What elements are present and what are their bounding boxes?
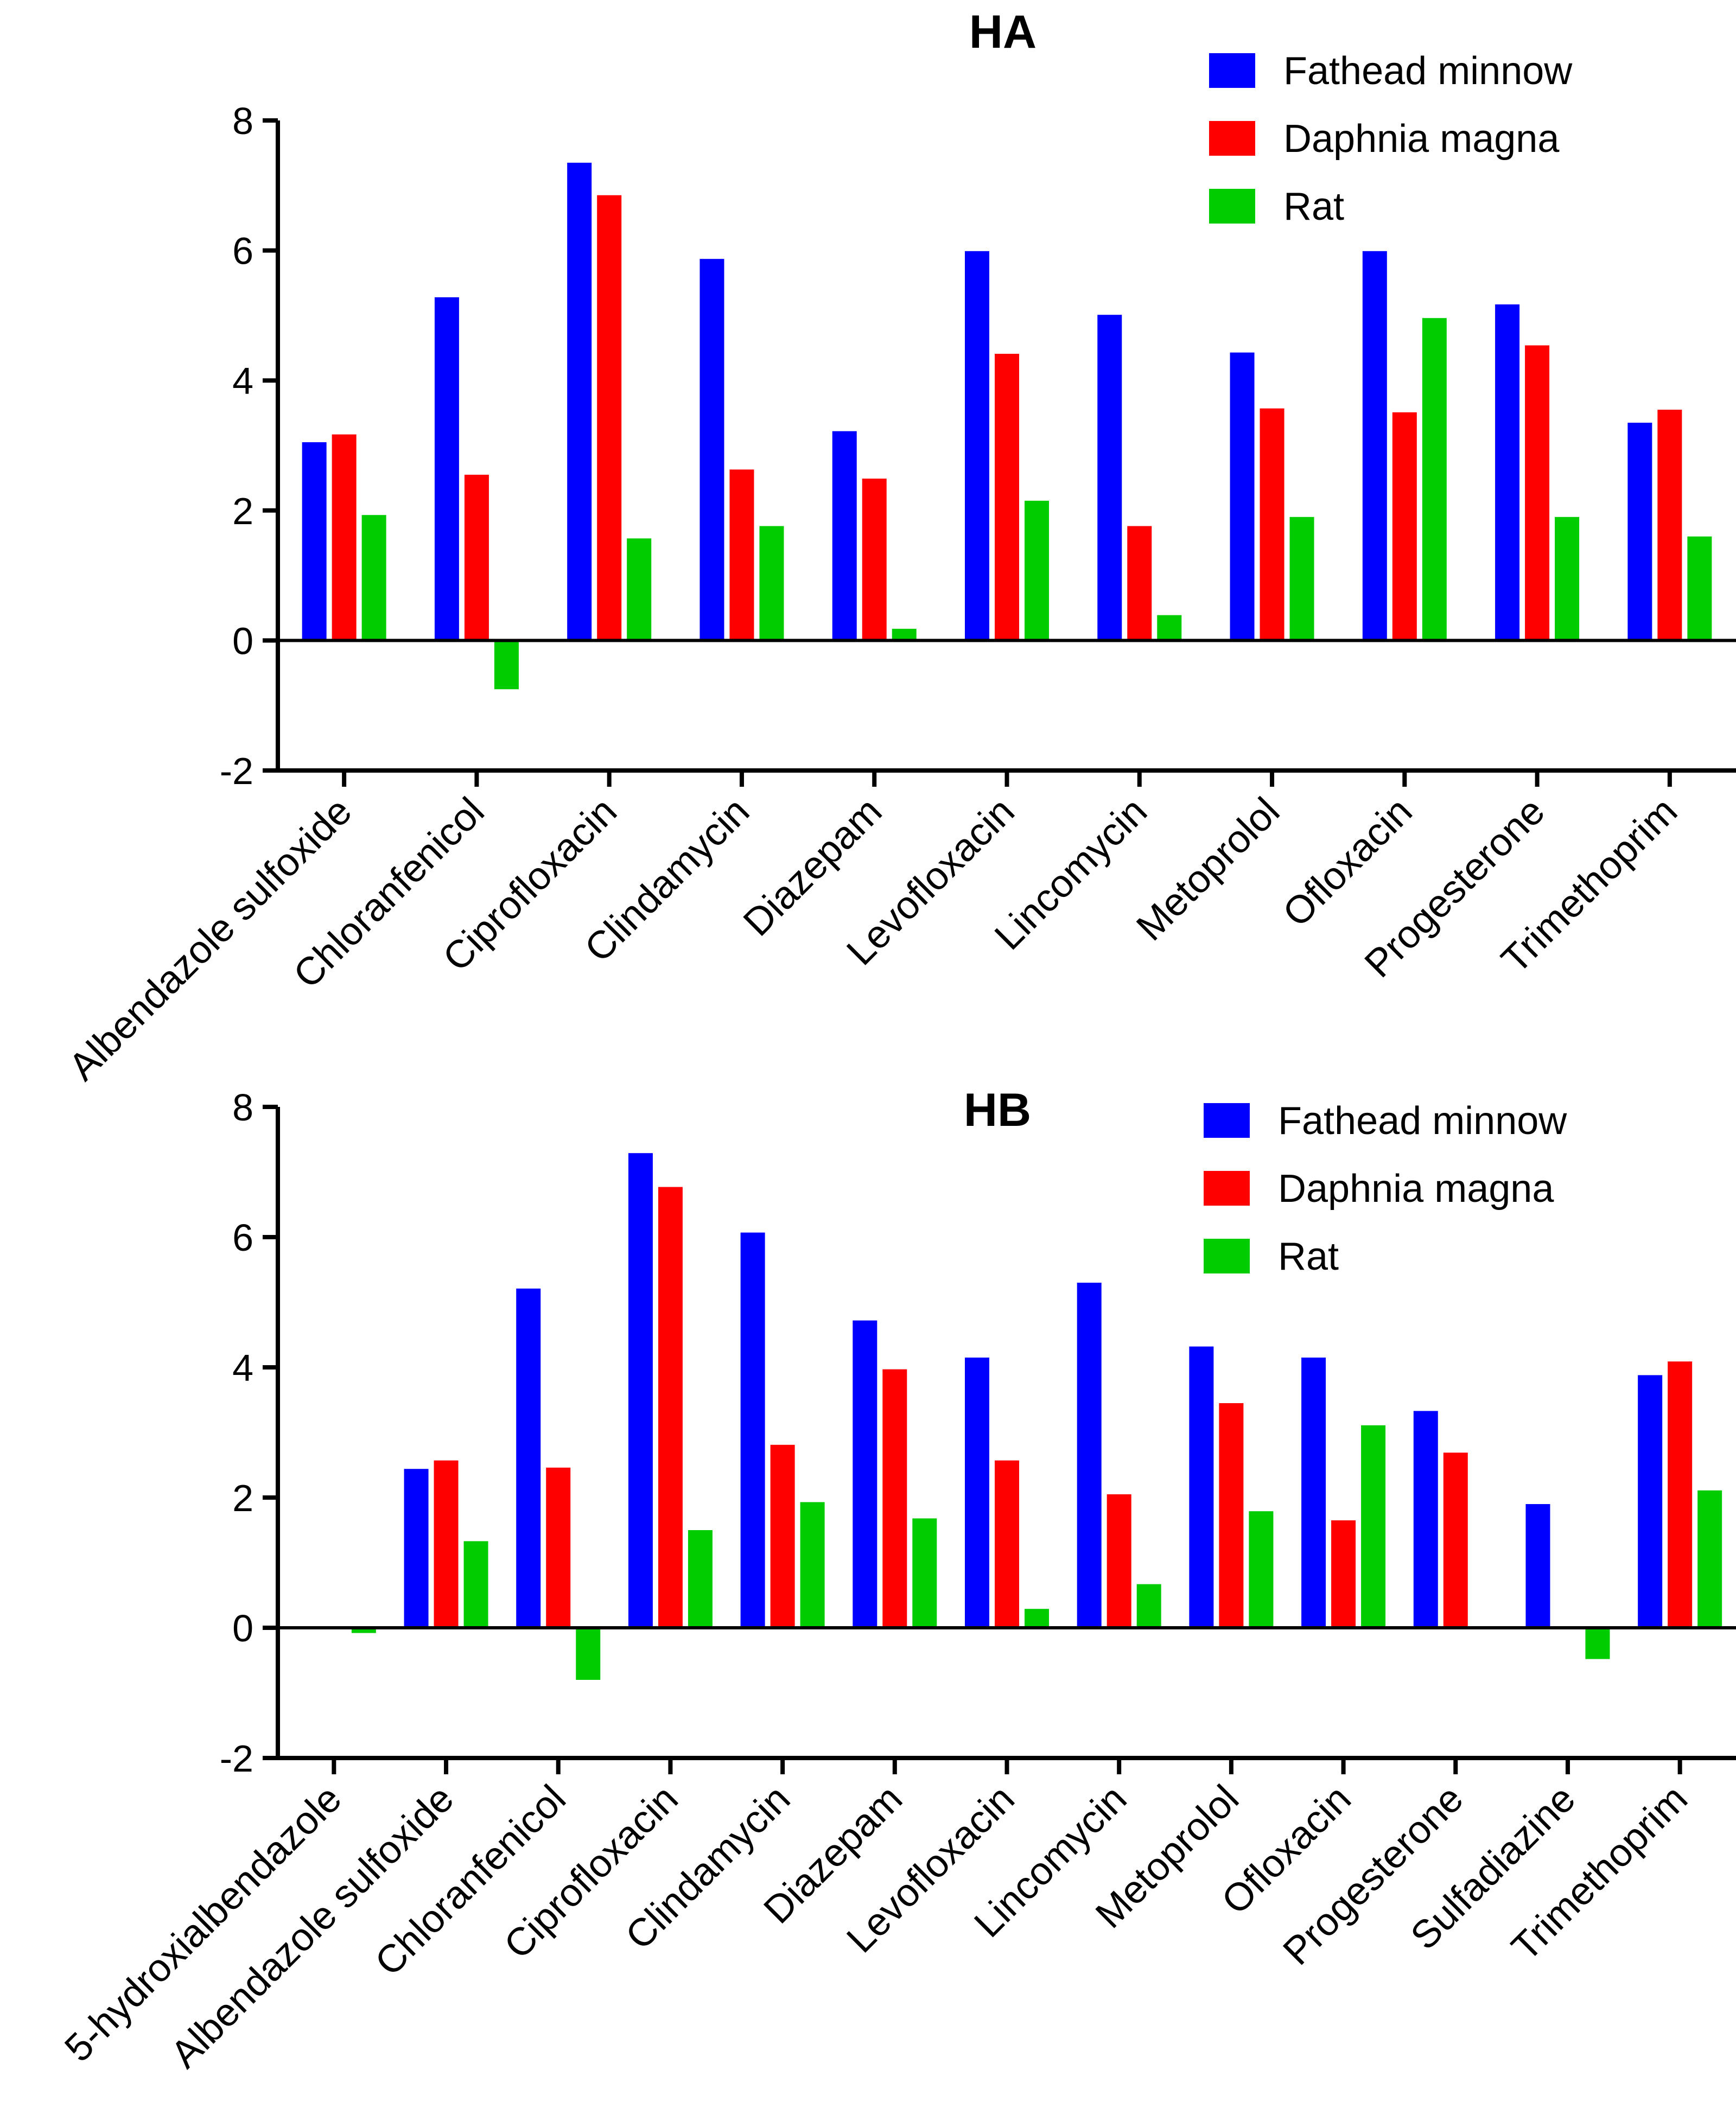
- bar-rat-trimethoprim: [1687, 536, 1712, 641]
- bar-daphnia-magna-chloranfenicol: [464, 474, 489, 641]
- bar-fathead-minnow-chloranfenicol: [516, 1288, 541, 1628]
- bar-rat-diazepam: [912, 1518, 937, 1628]
- bar-rat-lincomycin: [1157, 615, 1182, 641]
- legend-label-fathead-minnow: Fathead minnow: [1283, 49, 1573, 93]
- bar-fathead-minnow-metoprolol: [1189, 1346, 1214, 1628]
- legend-swatch-fathead-minnow: [1209, 53, 1255, 88]
- legend-label-daphnia-magna: Daphnia magna: [1278, 1167, 1554, 1211]
- bar-daphnia-magna-metoprolol: [1260, 408, 1284, 641]
- y-tick-label: -2: [220, 1737, 253, 1780]
- bar-fathead-minnow-sulfadiazine: [1525, 1504, 1550, 1628]
- bar-daphnia-magna-progesterone: [1525, 345, 1550, 641]
- y-tick-label: 4: [232, 1347, 253, 1389]
- bar-daphnia-magna-trimethoprim: [1668, 1361, 1693, 1628]
- legend-swatch-daphnia-magna: [1204, 1171, 1250, 1206]
- bar-fathead-minnow-lincomycin: [1077, 1283, 1102, 1628]
- bar-rat-diazepam: [892, 628, 917, 641]
- bar-daphnia-magna-trimethoprim: [1657, 410, 1682, 641]
- legend-label-fathead-minnow: Fathead minnow: [1278, 1099, 1567, 1143]
- bar-daphnia-magna-ofloxacin: [1331, 1520, 1356, 1628]
- bar-daphnia-magna-ciprofloxacin: [597, 195, 622, 641]
- bar-fathead-minnow-metoprolol: [1230, 352, 1255, 641]
- legend-swatch-rat: [1204, 1239, 1250, 1273]
- bar-daphnia-magna-lincomycin: [1107, 1494, 1131, 1628]
- y-tick-label: 8: [232, 1086, 253, 1129]
- y-tick-label: 2: [232, 1477, 253, 1519]
- bar-rat-sulfadiazine: [1585, 1628, 1610, 1659]
- bar-daphnia-magna-clindamycin: [729, 469, 754, 641]
- legend-swatch-daphnia-magna: [1209, 121, 1255, 156]
- bar-rat-trimethoprim: [1697, 1490, 1722, 1628]
- bar-daphnia-magna-progesterone: [1443, 1453, 1468, 1628]
- bar-fathead-minnow-levofloxacin: [965, 1358, 989, 1628]
- bar-rat-levofloxacin: [1025, 500, 1049, 641]
- bar-fathead-minnow-clindamycin: [740, 1232, 765, 1628]
- y-tick-label: 4: [232, 360, 253, 402]
- bar-fathead-minnow-ciprofloxacin: [567, 162, 592, 641]
- bar-rat-progesterone: [1555, 517, 1580, 641]
- bar-rat-metoprolol: [1289, 517, 1314, 641]
- bar-daphnia-magna-metoprolol: [1219, 1403, 1244, 1628]
- y-tick-label: 0: [232, 1607, 253, 1649]
- bar-fathead-minnow-albendazole-sulfoxide: [302, 442, 327, 641]
- bar-daphnia-magna-albendazole-sulfoxide: [434, 1460, 459, 1628]
- x-tick-label-metoprolol: Metoprolol: [1128, 789, 1288, 949]
- bar-rat-ciprofloxacin: [627, 538, 652, 641]
- bar-daphnia-magna-lincomycin: [1127, 526, 1152, 641]
- bar-rat-chloranfenicol: [494, 640, 519, 690]
- legend-label-daphnia-magna: Daphnia magna: [1283, 117, 1560, 161]
- bar-rat-albendazole-sulfoxide: [463, 1541, 488, 1628]
- bar-rat-levofloxacin: [1025, 1609, 1049, 1628]
- bar-fathead-minnow-albendazole-sulfoxide: [404, 1469, 429, 1628]
- bar-fathead-minnow-chloranfenicol: [434, 297, 459, 641]
- bar-fathead-minnow-ciprofloxacin: [628, 1153, 653, 1628]
- bar-fathead-minnow-diazepam: [853, 1320, 877, 1628]
- bar-rat-ofloxacin: [1361, 1425, 1386, 1628]
- bar-daphnia-magna-levofloxacin: [995, 1460, 1019, 1628]
- chart-title: HA: [969, 6, 1036, 58]
- bar-fathead-minnow-ofloxacin: [1301, 1358, 1326, 1628]
- legend-label-rat: Rat: [1278, 1235, 1339, 1278]
- bar-rat-clindamycin: [759, 526, 784, 641]
- y-tick-label: 2: [232, 490, 253, 532]
- bar-daphnia-magna-albendazole-sulfoxide: [332, 434, 357, 641]
- bar-daphnia-magna-diazepam: [882, 1369, 907, 1628]
- bar-daphnia-magna-ciprofloxacin: [658, 1187, 683, 1628]
- bar-fathead-minnow-ofloxacin: [1362, 251, 1387, 641]
- bar-rat-lincomycin: [1136, 1584, 1161, 1628]
- legend-swatch-rat: [1209, 189, 1255, 224]
- x-tick-label-chloranfenicol: Chloranfenicol: [367, 1777, 574, 1984]
- bar-rat-ciprofloxacin: [688, 1530, 713, 1628]
- y-tick-label: 0: [232, 620, 253, 662]
- bar-fathead-minnow-lincomycin: [1097, 315, 1122, 641]
- y-tick-label: -2: [220, 750, 253, 792]
- bar-daphnia-magna-chloranfenicol: [546, 1467, 571, 1628]
- bar-rat-metoprolol: [1249, 1511, 1274, 1628]
- bar-fathead-minnow-trimethoprim: [1627, 423, 1652, 641]
- legend-label-rat: Rat: [1283, 185, 1344, 228]
- chart-panel-hb: HB-2024685-hydroxialbendazoleAlbendazole…: [56, 1084, 1736, 2077]
- bar-rat-ofloxacin: [1422, 318, 1447, 641]
- chart-title: HB: [964, 1084, 1031, 1136]
- bar-daphnia-magna-levofloxacin: [995, 354, 1019, 641]
- bar-daphnia-magna-diazepam: [862, 479, 887, 641]
- bar-fathead-minnow-levofloxacin: [965, 251, 989, 641]
- y-tick-label: 8: [232, 100, 253, 142]
- bar-fathead-minnow-diazepam: [832, 431, 857, 641]
- bar-fathead-minnow-clindamycin: [700, 259, 724, 641]
- bar-fathead-minnow-trimethoprim: [1638, 1375, 1663, 1628]
- bar-fathead-minnow-progesterone: [1495, 304, 1520, 641]
- y-tick-label: 6: [232, 230, 253, 272]
- bar-rat-albendazole-sulfoxide: [361, 515, 386, 641]
- bar-rat-chloranfenicol: [576, 1628, 601, 1680]
- bar-rat-clindamycin: [800, 1502, 825, 1628]
- bar-rat-5-hydroxialbendazole: [351, 1628, 376, 1633]
- legend-swatch-fathead-minnow: [1204, 1103, 1250, 1138]
- bar-daphnia-magna-clindamycin: [770, 1444, 795, 1628]
- bar-fathead-minnow-progesterone: [1413, 1411, 1438, 1628]
- bar-daphnia-magna-ofloxacin: [1392, 412, 1417, 641]
- y-tick-label: 6: [232, 1216, 253, 1259]
